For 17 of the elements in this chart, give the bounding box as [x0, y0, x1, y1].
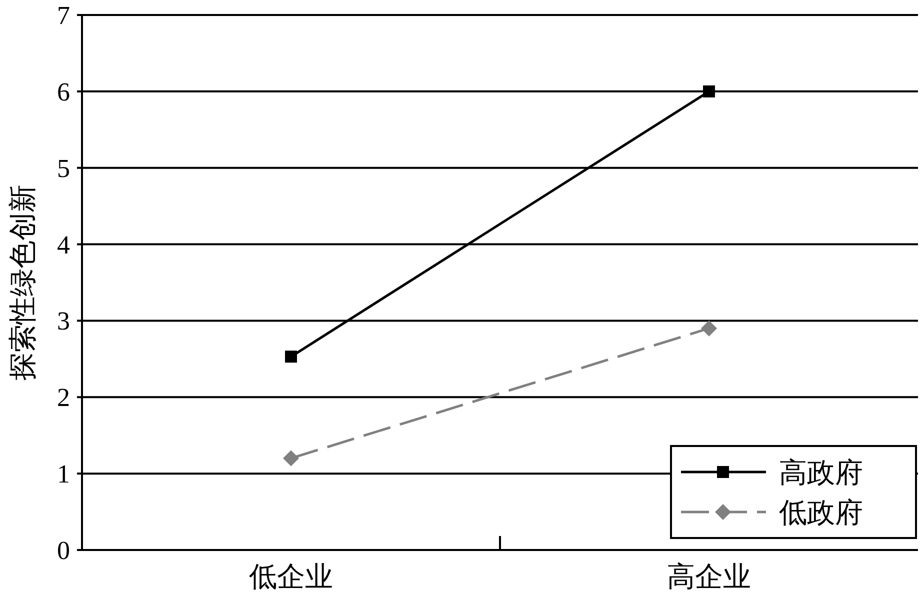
x-tick-label: 低企业	[249, 562, 333, 593]
y-tick-label: 2	[57, 383, 70, 412]
legend-label: 高政府	[779, 458, 863, 489]
point	[285, 350, 297, 363]
y-tick-label: 6	[57, 77, 70, 106]
y-tick-label: 1	[57, 460, 70, 489]
y-tick-label: 0	[57, 536, 70, 565]
y-tick-label: 5	[57, 154, 70, 183]
point	[703, 85, 715, 98]
y-axis-title: 探索性绿色创新	[8, 184, 39, 380]
y-tick-label: 7	[57, 1, 70, 30]
point	[701, 320, 717, 336]
y-tick-label: 4	[57, 230, 70, 260]
point	[283, 450, 299, 466]
x-tick-label: 高企业	[667, 562, 751, 593]
legend-label: 低政府	[779, 498, 863, 529]
y-tick-label: 3	[57, 306, 70, 336]
